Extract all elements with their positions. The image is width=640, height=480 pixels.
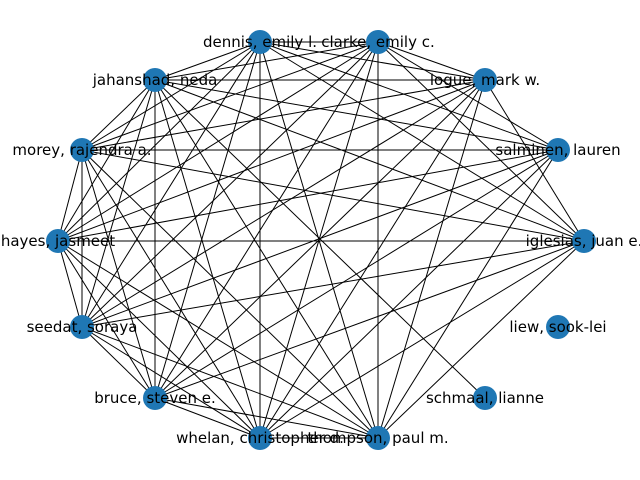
edge-salminen-hayes [57, 149, 559, 242]
edge-logue-whelan [259, 79, 486, 439]
node-label-logue: logue, mark w. [430, 71, 540, 89]
node-jahanshad [143, 68, 167, 92]
edge-jahanshad-thompson [154, 79, 379, 439]
edge-logue-morey [81, 79, 486, 151]
edge-seedat-thompson [81, 326, 379, 439]
edge-jahanshad-morey [81, 79, 156, 151]
edge-jahanshad-schmaal [154, 79, 486, 399]
edge-dennis-seedat [81, 41, 261, 328]
edge-logue-thompson [377, 79, 486, 439]
edge-jahanshad-salminen [154, 79, 559, 151]
edge-clarke-iglesias [377, 41, 585, 242]
edge-hayes-thompson [57, 240, 379, 439]
node-label-clarke: clarke, emily c. [321, 33, 435, 51]
node-clarke [366, 30, 390, 54]
edge-hayes-seedat [57, 240, 83, 328]
node-label-seedat: seedat, soraya [27, 318, 138, 336]
edge-logue-iglesias [484, 79, 585, 242]
edge-salminen-thompson [377, 149, 559, 439]
node-label-jahanshad: jahanshad, neda [92, 71, 218, 89]
node-salminen [546, 138, 570, 162]
node-label-bruce: bruce, steven e. [94, 389, 216, 407]
node-morey [70, 138, 94, 162]
labels-layer: dennis, emily l. clarke, emily c. jahansha… [1, 33, 640, 447]
edge-morey-bruce [81, 149, 156, 399]
node-iglesias [572, 229, 596, 253]
edge-salminen-whelan [259, 149, 559, 439]
edge-iglesias-whelan [259, 240, 585, 439]
edge-dennis-jahanshad [154, 41, 261, 81]
edge-morey-thompson [81, 149, 379, 439]
node-label-salminen: salminen, lauren [495, 141, 620, 159]
edge-iglesias-bruce [154, 240, 585, 399]
node-whelan [248, 426, 272, 450]
edge-logue-hayes [57, 79, 486, 242]
edge-seedat-bruce [81, 326, 156, 399]
edge-jahanshad-iglesias [154, 79, 585, 242]
node-label-thompson: thompson, paul m. [307, 429, 448, 447]
edge-jahanshad-whelan [154, 79, 261, 439]
node-label-schmaal: schmaal, lianne [426, 389, 544, 407]
edges-layer [57, 41, 585, 439]
edge-jahanshad-hayes [57, 79, 156, 242]
edge-morey-hayes [57, 149, 83, 242]
edge-dennis-hayes [57, 41, 261, 242]
node-label-liew: liew, sook-lei [509, 318, 606, 336]
edge-clarke-hayes [57, 41, 379, 242]
edge-dennis-salminen [259, 41, 559, 151]
edge-iglesias-seedat [81, 240, 585, 328]
edge-clarke-bruce [154, 41, 379, 399]
node-label-whelan: whelan, christopher d. [176, 429, 344, 447]
edge-clarke-seedat [81, 41, 379, 328]
node-liew [546, 315, 570, 339]
edge-dennis-iglesias [259, 41, 585, 242]
edge-clarke-logue [377, 41, 486, 81]
edge-bruce-whelan [154, 397, 261, 439]
node-logue [473, 68, 497, 92]
nodes-layer [46, 30, 596, 450]
node-bruce [143, 386, 167, 410]
edge-bruce-thompson [154, 397, 379, 439]
edge-hayes-whelan [57, 240, 261, 439]
edge-clarke-jahanshad [154, 41, 379, 81]
edge-iglesias-thompson [377, 240, 585, 439]
node-label-hayes: hayes, jasmeet [1, 232, 115, 250]
node-hayes [46, 229, 70, 253]
edge-seedat-whelan [81, 326, 261, 439]
edge-morey-iglesias [81, 149, 585, 242]
edge-jahanshad-seedat [81, 79, 156, 328]
node-thompson [366, 426, 390, 450]
node-dennis [248, 30, 272, 54]
node-seedat [70, 315, 94, 339]
edge-dennis-bruce [154, 41, 261, 399]
node-label-morey: morey, rajendra a. [12, 141, 151, 159]
node-schmaal [473, 386, 497, 410]
edge-hayes-bruce [57, 240, 156, 399]
node-label-dennis: dennis, emily l. [203, 33, 317, 51]
edge-clarke-morey [81, 41, 379, 151]
node-label-iglesias: iglesias, juan e. [526, 232, 640, 250]
